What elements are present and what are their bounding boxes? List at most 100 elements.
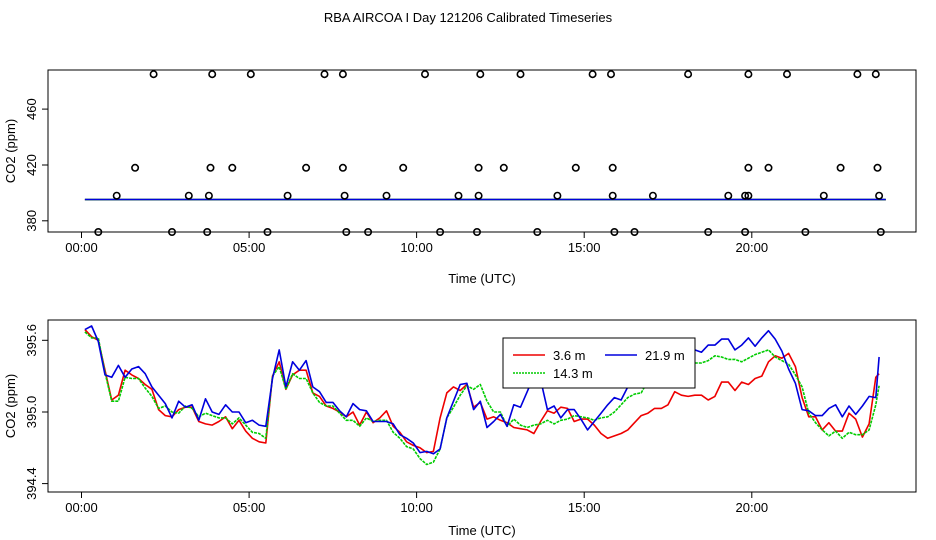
scatter-point-28 <box>873 163 882 172</box>
top-panel-co2-all-levels: 00:00 05:00 10:00 15:00 20:00 380 420 460 Time… <box>3 69 917 286</box>
bottom-y-tick-label-2: 395.6 <box>24 324 39 357</box>
scatter-point-10 <box>684 70 693 79</box>
scatter-point-36 <box>474 191 483 200</box>
scatter-point-56 <box>704 228 713 237</box>
scatter-point-54 <box>610 228 619 237</box>
top-y-axis: 380 420 460 <box>24 98 48 232</box>
top-x-tick-label-2: 10:00 <box>400 240 433 255</box>
scatter-point-47 <box>203 228 212 237</box>
top-scatter-points <box>94 70 885 237</box>
top-plot-frame <box>47 69 917 233</box>
top-y-tick-label-2: 460 <box>24 98 39 120</box>
scatter-point-3 <box>320 70 329 79</box>
bottom-x-tick-label-2: 10:00 <box>400 500 433 515</box>
scatter-point-17 <box>228 163 237 172</box>
bottom-x-tick-label-0: 00:00 <box>65 500 98 515</box>
legend-label-21-9-m: 21.9 m <box>645 348 685 363</box>
scatter-point-13 <box>853 70 862 79</box>
bottom-series-line-21-9-m <box>84 325 880 455</box>
legend-box <box>502 337 696 389</box>
scatter-point-38 <box>608 191 617 200</box>
top-x-axis-label: Time (UTC) <box>448 271 515 286</box>
scatter-point-30 <box>184 191 193 200</box>
scatter-point-6 <box>476 70 485 79</box>
legend: 3.6 m 21.9 m 14.3 m <box>502 337 696 389</box>
scatter-point-37 <box>553 191 562 200</box>
scatter-point-44 <box>875 191 884 200</box>
legend-label-3-6-m: 3.6 m <box>553 348 586 363</box>
scatter-point-22 <box>499 163 508 172</box>
bottom-plot-frame <box>47 319 917 493</box>
scatter-point-40 <box>724 191 733 200</box>
bottom-y-tick-label-0: 394.4 <box>24 467 39 500</box>
scatter-point-8 <box>588 70 597 79</box>
scatter-point-58 <box>801 228 810 237</box>
scatter-point-46 <box>168 228 177 237</box>
scatter-point-4 <box>338 70 347 79</box>
scatter-point-21 <box>474 163 483 172</box>
scatter-point-16 <box>206 163 215 172</box>
scatter-point-50 <box>364 228 373 237</box>
legend-label-14-3-m: 14.3 m <box>553 366 593 381</box>
scatter-point-51 <box>436 228 445 237</box>
scatter-point-52 <box>472 228 481 237</box>
scatter-point-55 <box>630 228 639 237</box>
scatter-point-43 <box>819 191 828 200</box>
scatter-point-2 <box>246 70 255 79</box>
scatter-point-59 <box>876 228 885 237</box>
bottom-y-tick-label-1: 395.0 <box>24 396 39 429</box>
scatter-point-35 <box>454 191 463 200</box>
top-x-tick-label-3: 15:00 <box>568 240 601 255</box>
scatter-point-11 <box>744 70 753 79</box>
bottom-x-tick-label-1: 05:00 <box>233 500 266 515</box>
bottom-x-tick-label-4: 20:00 <box>736 500 769 515</box>
scatter-point-15 <box>131 163 140 172</box>
bottom-series-lines <box>84 325 880 466</box>
scatter-point-34 <box>382 191 391 200</box>
top-y-tick-label-1: 420 <box>24 154 39 176</box>
bottom-y-axis: 394.4 395.0 395.6 <box>24 324 48 500</box>
scatter-point-26 <box>764 163 773 172</box>
scatter-point-23 <box>571 163 580 172</box>
top-y-tick-label-0: 380 <box>24 210 39 232</box>
top-x-tick-label-0: 00:00 <box>65 240 98 255</box>
scatter-point-9 <box>606 70 615 79</box>
scatter-point-33 <box>340 191 349 200</box>
bottom-x-tick-label-3: 15:00 <box>568 500 601 515</box>
bottom-series-line-3-6-m <box>84 329 880 454</box>
top-x-tick-label-4: 20:00 <box>736 240 769 255</box>
scatter-point-31 <box>204 191 213 200</box>
bottom-panel-co2-timeseries: 00:00 05:00 10:00 15:00 20:00 394.4 395.0 395.… <box>3 319 917 538</box>
scatter-point-48 <box>263 228 272 237</box>
scatter-point-7 <box>516 70 525 79</box>
top-x-tick-label-1: 05:00 <box>233 240 266 255</box>
scatter-point-42 <box>744 191 753 200</box>
scatter-point-5 <box>420 70 429 79</box>
scatter-point-25 <box>744 163 753 172</box>
scatter-point-0 <box>149 70 158 79</box>
top-x-axis: 00:00 05:00 10:00 15:00 20:00 <box>65 232 768 255</box>
scatter-point-53 <box>533 228 542 237</box>
scatter-point-29 <box>112 191 121 200</box>
scatter-point-45 <box>94 228 103 237</box>
scatter-point-1 <box>208 70 217 79</box>
scatter-point-41 <box>741 191 750 200</box>
scatter-point-12 <box>782 70 791 79</box>
scatter-point-14 <box>871 70 880 79</box>
top-y-axis-label: CO2 (ppm) <box>3 119 18 183</box>
scatter-point-19 <box>338 163 347 172</box>
bottom-x-axis-label: Time (UTC) <box>448 523 515 538</box>
scatter-point-39 <box>648 191 657 200</box>
scatter-point-24 <box>608 163 617 172</box>
scatter-point-49 <box>342 228 351 237</box>
bottom-y-axis-label: CO2 (ppm) <box>3 374 18 438</box>
figure-title: RBA AIRCOA I Day 121206 Calibrated Times… <box>324 10 613 25</box>
scatter-point-18 <box>302 163 311 172</box>
bottom-x-axis: 00:00 05:00 10:00 15:00 20:00 <box>65 492 768 515</box>
bottom-series-line-14-3-m <box>84 331 880 466</box>
scatter-point-20 <box>399 163 408 172</box>
scatter-point-32 <box>283 191 292 200</box>
scatter-point-57 <box>741 228 750 237</box>
scatter-point-27 <box>836 163 845 172</box>
